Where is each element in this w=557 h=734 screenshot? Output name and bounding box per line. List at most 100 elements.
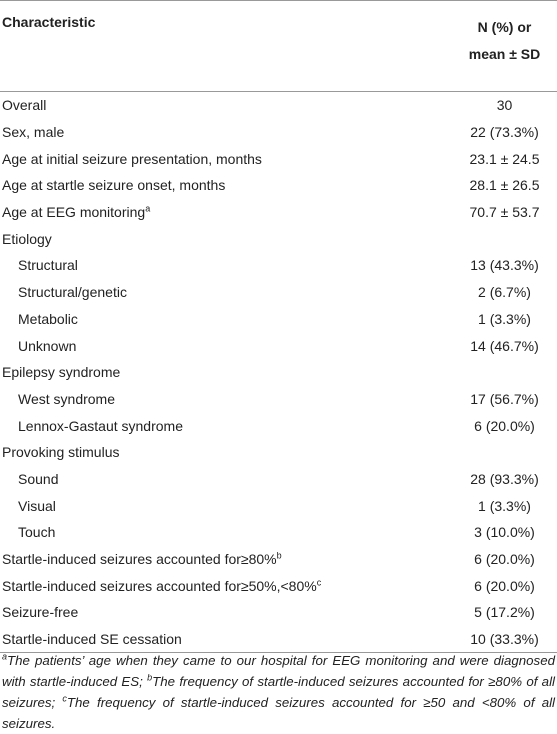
value-cell: 3 (10.0%) — [450, 519, 557, 546]
row-label: Overall — [2, 97, 47, 114]
value-cell: 6 (20.0%) — [450, 546, 557, 573]
value-cell: 2 (6.7%) — [450, 279, 557, 306]
label-cell: Etiology — [0, 225, 450, 252]
footnote-mark: a — [145, 203, 151, 214]
table-row: Startle-induced SE cessation 10 (33.3%) — [0, 625, 557, 654]
table-row: Age at startle seizure onset, months 28.1… — [0, 172, 557, 199]
header-cell: Characteristic — [0, 0, 450, 92]
table-row: Sex, male 22 (73.3%) — [0, 119, 557, 146]
table-row: Etiology — [0, 225, 557, 252]
table-row: Startle-induced seizures accounted for≥5… — [0, 572, 557, 599]
label-cell: Startle-induced seizures accounted for≥5… — [0, 572, 450, 599]
label-cell: Startle-induced seizures accounted for≥8… — [0, 546, 450, 573]
table-row: Lennox-Gastaut syndrome 6 (20.0%) — [0, 412, 557, 439]
row-value: 70.7 ± 53.7 — [469, 204, 540, 221]
row-value: 3 (10.0%) — [474, 524, 535, 541]
footnote-mark: b — [147, 672, 153, 683]
table-row: Overall 30 — [0, 92, 557, 119]
label-cell: Startle-induced SE cessation — [0, 625, 450, 654]
row-label: Seizure-free — [2, 604, 79, 621]
label-cell: Touch — [0, 519, 450, 546]
value-cell: 23.1 ± 24.5 — [450, 145, 557, 172]
header-cell: N (%) or mean ± SD — [450, 0, 557, 92]
row-label: Age at initial seizure presentation, mon… — [2, 150, 262, 167]
label-cell: Age at initial seizure presentation, mon… — [0, 145, 450, 172]
value-cell: 5 (17.2%) — [450, 599, 557, 626]
row-value: 28.1 ± 26.5 — [469, 177, 540, 194]
row-label: Startle-induced seizures accounted for≥5… — [2, 577, 317, 594]
row-label: Structural/genetic — [18, 284, 127, 301]
row-value: 28 (93.3%) — [470, 470, 539, 487]
row-value: 1 (3.3%) — [478, 497, 531, 514]
row-label: West syndrome — [18, 390, 115, 407]
label-cell: Epilepsy syndrome — [0, 359, 450, 386]
row-label: Touch — [18, 524, 56, 541]
row-label: Unknown — [18, 337, 77, 354]
footnote-mark: a — [2, 651, 8, 662]
row-label: Age at EEG monitoring — [2, 204, 146, 221]
value-cell: 6 (20.0%) — [450, 572, 557, 599]
label-cell: Age at startle seizure onset, months — [0, 172, 450, 199]
value-cell: 22 (73.3%) — [450, 119, 557, 146]
row-label: Metabolic — [18, 310, 78, 327]
value-cell: 13 (43.3%) — [450, 252, 557, 279]
row-value: 10 (33.3%) — [470, 631, 539, 648]
footnote-text: The patients’ age when they came to our … — [2, 653, 555, 689]
table-row: Epilepsy syndrome — [0, 359, 557, 386]
table-row: Age at EEG monitoringa 70.7 ± 53.7 — [0, 199, 557, 226]
table-row: Touch 3 (10.0%) — [0, 519, 557, 546]
row-value: 1 (3.3%) — [478, 310, 531, 327]
table-row: West syndrome 17 (56.7%) — [0, 386, 557, 413]
table-row: Age at initial seizure presentation, mon… — [0, 145, 557, 172]
row-value: 14 (46.7%) — [470, 337, 539, 354]
row-value: 22 (73.3%) — [470, 124, 539, 141]
table-body: Overall 30 Sex, male 22 (73.3%) Age at initi… — [0, 92, 557, 654]
footnote-text: The frequency of startle-induced seizure… — [2, 695, 556, 731]
row-value: 6 (20.0%) — [474, 551, 535, 568]
table-row: Startle-induced seizures accounted for≥8… — [0, 546, 557, 573]
row-label: Sound — [18, 470, 59, 487]
table-row: Structural/genetic 2 (6.7%) — [0, 279, 557, 306]
footnote-mark: c — [62, 693, 67, 704]
row-label: Age at startle seizure onset, months — [2, 177, 226, 194]
value-cell: 17 (56.7%) — [450, 386, 557, 413]
row-value: 6 (20.0%) — [474, 417, 535, 434]
label-cell: Unknown — [0, 332, 450, 359]
table-row: Sound 28 (93.3%) — [0, 466, 557, 493]
label-cell: Lennox-Gastaut syndrome — [0, 412, 450, 439]
table-row: Unknown 14 (46.7%) — [0, 332, 557, 359]
row-value: 2 (6.7%) — [478, 284, 531, 301]
header-line: N (%) or — [477, 19, 532, 35]
label-cell: Structural — [0, 252, 450, 279]
row-label: Sex, male — [2, 124, 65, 141]
value-cell: 28 (93.3%) — [450, 466, 557, 493]
value-cell — [450, 439, 557, 466]
table-header: Characteristic N (%) or mean ± SD — [0, 0, 557, 92]
table-row: Structural 13 (43.3%) — [0, 252, 557, 279]
label-cell: Metabolic — [0, 306, 450, 333]
value-cell: 1 (3.3%) — [450, 492, 557, 519]
footnote: aThe patients’ age when they came to our… — [2, 650, 555, 734]
label-cell: Visual — [0, 492, 450, 519]
row-value: 13 (43.3%) — [470, 257, 539, 274]
row-value: 23.1 ± 24.5 — [469, 150, 540, 167]
value-cell: 1 (3.3%) — [450, 306, 557, 333]
label-cell: Seizure-free — [0, 599, 450, 626]
row-value: 17 (56.7%) — [470, 390, 539, 407]
value-cell: 10 (33.3%) — [450, 625, 557, 654]
table-row: Metabolic 1 (3.3%) — [0, 306, 557, 333]
row-label: Startle-induced seizures accounted for≥8… — [2, 551, 277, 568]
value-cell — [450, 359, 557, 386]
row-label: Visual — [18, 497, 56, 514]
value-cell: 70.7 ± 53.7 — [450, 199, 557, 226]
label-cell: Provoking stimulus — [0, 439, 450, 466]
data-table: Characteristic N (%) or mean ± SD Overal… — [0, 0, 557, 654]
row-value: 6 (20.0%) — [474, 577, 535, 594]
value-cell: 30 — [450, 92, 557, 119]
table-row: Visual 1 (3.3%) — [0, 492, 557, 519]
footnote-mark: b — [276, 550, 282, 561]
label-cell: Sex, male — [0, 119, 450, 146]
row-label: Startle-induced SE cessation — [2, 631, 182, 648]
row-label: Lennox-Gastaut syndrome — [18, 417, 183, 434]
